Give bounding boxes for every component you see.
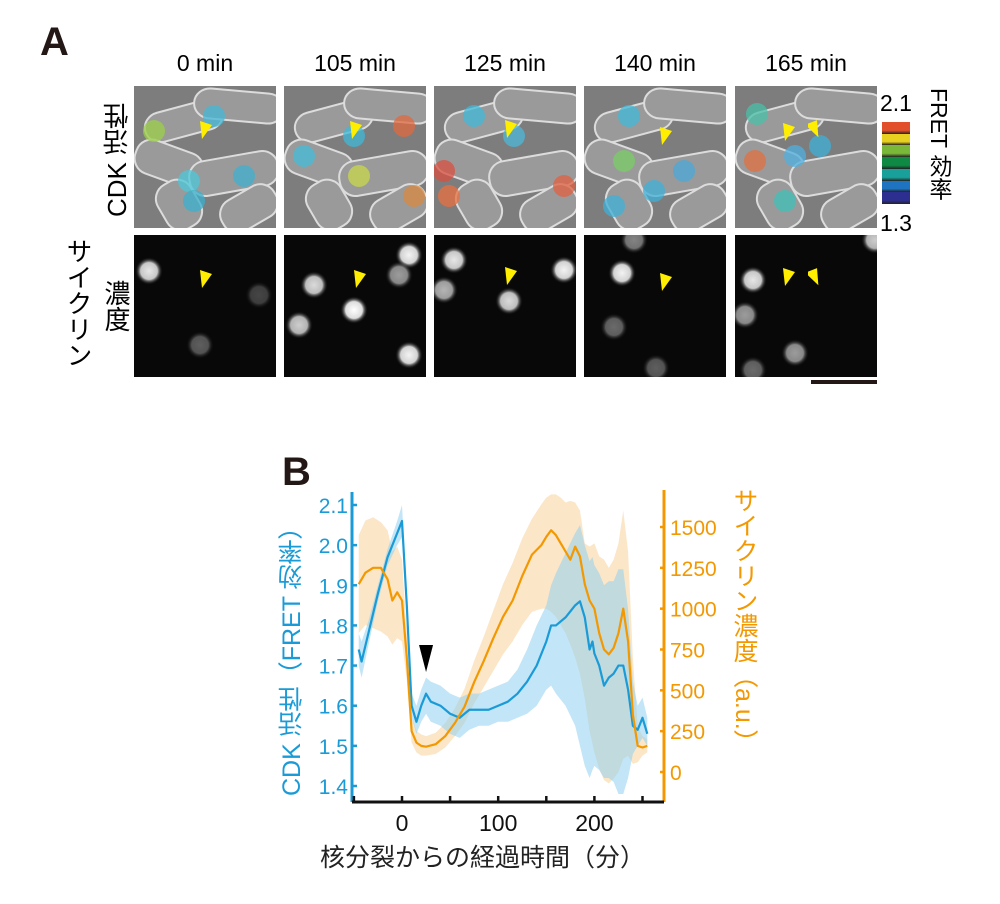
time-label: 105 min bbox=[314, 50, 396, 76]
arrowhead-marker bbox=[659, 271, 675, 298]
right-y-tick-label: 500 bbox=[670, 680, 705, 703]
left-y-tick-label: 1.4 bbox=[319, 776, 349, 799]
cdk-activity-image bbox=[584, 86, 726, 228]
x-tick-label: 200 bbox=[575, 810, 613, 836]
colorbar-segment bbox=[882, 180, 910, 193]
colorbar-segment bbox=[882, 133, 910, 146]
fret-colorbar bbox=[882, 122, 910, 204]
arrowhead-marker bbox=[199, 268, 215, 295]
left-y-tick-label: 1.6 bbox=[319, 696, 348, 719]
cdk-activity-image bbox=[735, 86, 877, 228]
panel-a-letter: A bbox=[40, 20, 69, 64]
cdk-activity-image bbox=[434, 86, 576, 228]
colorbar-segment bbox=[882, 168, 910, 181]
arrowhead-marker bbox=[659, 125, 675, 152]
right-y-tick-label: 0 bbox=[670, 762, 682, 785]
arrowhead-annotation bbox=[419, 645, 434, 672]
colorbar-segment bbox=[882, 157, 910, 169]
cdk-activity-image bbox=[284, 86, 426, 228]
right-y-tick-label: 750 bbox=[670, 640, 705, 663]
right-y-tick-label: 1500 bbox=[670, 517, 717, 540]
colorbar-max-label: 2.1 bbox=[880, 90, 912, 116]
cyclin-concentration-line bbox=[357, 529, 648, 749]
colorbar-segment bbox=[882, 122, 910, 134]
time-label: 125 min bbox=[464, 50, 546, 76]
x-axis-label: 核分裂からの経過時間（分） bbox=[320, 844, 646, 872]
row-label-cyclin: サイクリン bbox=[63, 238, 93, 368]
time-label: 165 min bbox=[765, 50, 847, 76]
time-label: 140 min bbox=[614, 50, 696, 76]
left-y-tick-label: 1.9 bbox=[319, 575, 348, 598]
right-y-tick-label: 1000 bbox=[670, 599, 717, 622]
left-y-tick-label: 1.5 bbox=[319, 736, 348, 759]
arrowhead-marker bbox=[353, 268, 369, 295]
left-y-tick-label: 2.0 bbox=[319, 535, 348, 558]
right-y-tick-label: 1250 bbox=[670, 558, 717, 581]
row-label-cyclin-conc: 濃度 bbox=[101, 280, 131, 332]
cyclin-concentration-image bbox=[134, 235, 276, 377]
left-y-tick-label: 2.1 bbox=[319, 495, 348, 518]
cdk-error-band bbox=[358, 505, 648, 795]
colorbar-min-label: 1.3 bbox=[880, 210, 912, 236]
arrowhead-marker bbox=[504, 265, 520, 292]
cyclin-concentration-image bbox=[735, 235, 877, 377]
arrowhead-marker bbox=[782, 121, 798, 148]
cyclin-concentration-image bbox=[434, 235, 576, 377]
colorbar-title: FRET 効率 bbox=[926, 88, 952, 201]
cdk-activity-image bbox=[134, 86, 276, 228]
cyclin-concentration-image bbox=[284, 235, 426, 377]
right-y-tick-label: 250 bbox=[670, 721, 705, 744]
scale-bar bbox=[811, 380, 877, 384]
arrowhead-marker bbox=[782, 266, 798, 293]
arrowhead-marker bbox=[805, 265, 824, 292]
arrowhead-marker bbox=[349, 119, 365, 146]
left-y-tick-label: 1.7 bbox=[319, 656, 348, 679]
arrowhead-marker bbox=[805, 117, 824, 144]
arrowhead-marker bbox=[504, 118, 520, 145]
panel-b-letter: B bbox=[282, 450, 311, 494]
x-tick-label: 100 bbox=[479, 810, 517, 836]
cyclin-concentration-image bbox=[584, 235, 726, 377]
x-tick-label: 0 bbox=[396, 810, 409, 836]
arrowhead-marker bbox=[199, 119, 215, 146]
left-y-tick-label: 1.8 bbox=[319, 615, 348, 638]
right-axis-label: サイクリン濃度（a.u.） bbox=[730, 488, 758, 755]
cdk-activity-line bbox=[357, 519, 649, 735]
time-label: 0 min bbox=[176, 50, 234, 76]
colorbar-segment bbox=[882, 192, 910, 204]
left-axis-label: CDK 活性（FRET 効率） bbox=[278, 514, 306, 796]
colorbar-segment bbox=[882, 145, 910, 158]
